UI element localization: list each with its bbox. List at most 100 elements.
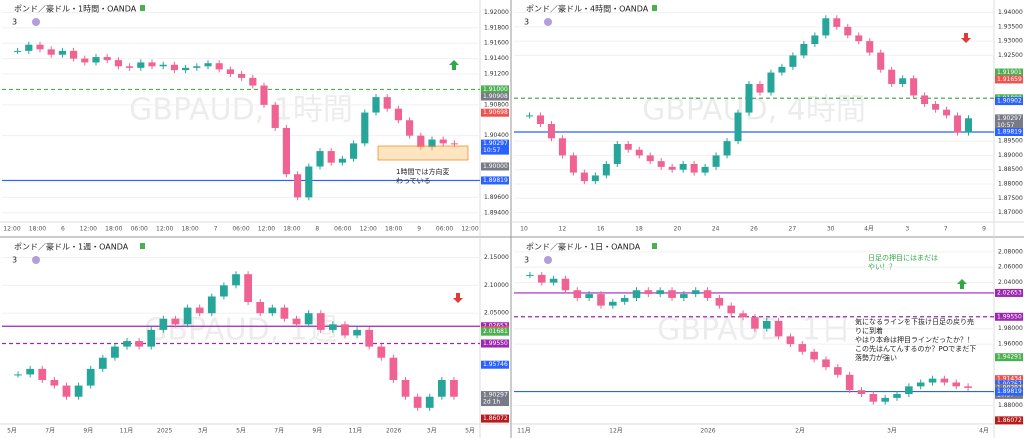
candle (727, 305, 736, 314)
candle (916, 382, 925, 387)
candle (635, 149, 643, 156)
x-tick-label: 12:00 (258, 226, 275, 233)
price-tag-label: 1.91434 (997, 376, 1022, 383)
price-tag-label: 1.90908 (483, 93, 508, 100)
x-tick-label: 12:00 (80, 226, 97, 233)
candle (437, 380, 446, 397)
x-tick-label: 3月 (198, 428, 208, 435)
y-tick-label: 1.91600 (484, 40, 509, 47)
candle (624, 144, 632, 150)
x-tick-label: 24 (712, 226, 720, 233)
y-tick-label: 1.93500 (998, 23, 1023, 30)
candle (657, 161, 665, 167)
x-tick-label: 4月 (864, 226, 874, 233)
candle (305, 166, 313, 198)
price-tag-label: 1.91901 (997, 69, 1022, 76)
candle (609, 301, 617, 306)
x-tick-label: 9月 (83, 428, 93, 435)
candle (193, 66, 201, 68)
candle (680, 294, 688, 298)
watermark: GBPAUD, 1時間 (129, 93, 353, 128)
price-tag (995, 312, 1023, 321)
price-tag-label: 1.90297 (483, 140, 508, 147)
price-tag-label: 1.86072 (483, 415, 508, 422)
x-tick-label: 7 (944, 226, 948, 233)
candle (745, 84, 753, 113)
candle (822, 359, 830, 368)
y-tick-label: 1.98000 (998, 325, 1023, 332)
candle (81, 58, 89, 63)
x-tick-label: 18:00 (283, 226, 300, 233)
candle (271, 104, 279, 128)
candle (401, 380, 410, 397)
price-tag (481, 92, 509, 101)
candle (679, 164, 687, 170)
candle (691, 290, 700, 295)
price-tag-label: 1.99550 (483, 340, 508, 347)
candle (425, 396, 434, 408)
candle (62, 385, 71, 397)
candle (148, 62, 156, 67)
indicator-label: 3 (524, 18, 529, 27)
price-tag (995, 128, 1023, 137)
candle (316, 151, 324, 167)
x-tick-label: 12:00 (3, 226, 20, 233)
candle (888, 69, 896, 84)
candle (703, 290, 712, 298)
candle (701, 166, 709, 173)
x-tick-label: 30 (827, 226, 835, 233)
candle (774, 321, 783, 337)
candle (646, 155, 654, 162)
candle (171, 318, 180, 325)
annotation: 落勢力が強い (855, 353, 897, 362)
x-tick-label: 2026 (700, 428, 715, 435)
price-tag-sub: 2d 1h (483, 399, 500, 406)
candle (103, 57, 111, 61)
price-tag (995, 288, 1023, 297)
x-tick-label: 27 (789, 226, 797, 233)
indicator-label: 3 (524, 256, 529, 265)
x-tick-label: 16 (597, 226, 605, 233)
price-tag (481, 85, 509, 94)
x-tick-label: 12 (559, 226, 567, 233)
x-tick-label: 2月 (795, 428, 805, 435)
y-tick-label: 1.92000 (484, 9, 509, 16)
candle (932, 104, 940, 110)
candle (353, 329, 361, 336)
indicator-icon (544, 256, 552, 264)
candle (111, 346, 119, 358)
x-tick-label: 9 (982, 226, 986, 233)
y-tick-label: 1.92500 (998, 52, 1023, 59)
arrow (449, 60, 459, 70)
indicator-label: 3 (12, 256, 17, 265)
candle (591, 175, 599, 182)
x-tick-label: 10 (520, 226, 528, 233)
candle (811, 35, 819, 44)
candle (394, 108, 402, 121)
x-tick-label: 06:00 (232, 226, 249, 233)
price-tag (481, 391, 509, 407)
price-tag-label: 1.94291 (997, 354, 1022, 361)
x-tick-label: 11月 (517, 428, 531, 435)
candle (38, 368, 47, 381)
price-tag-label: 2.02653 (483, 323, 508, 330)
candle (905, 386, 913, 395)
price-tag-label: 1.91659 (997, 76, 1022, 83)
candle (14, 374, 22, 376)
candle (316, 313, 325, 330)
candle (238, 74, 246, 78)
candle (712, 155, 720, 167)
indicator-icon (32, 256, 40, 264)
annotation: やはり本命は押目ラインだったか？！ (855, 335, 974, 344)
candle (58, 50, 66, 55)
candle (268, 307, 277, 314)
candle (833, 18, 841, 27)
x-tick-label: 3 (905, 226, 909, 233)
candle (855, 35, 863, 42)
candle (767, 72, 775, 93)
candle (182, 67, 190, 71)
candle (789, 55, 797, 67)
candle (183, 307, 192, 325)
x-tick-label: 26 (750, 226, 758, 233)
candle (26, 368, 35, 375)
